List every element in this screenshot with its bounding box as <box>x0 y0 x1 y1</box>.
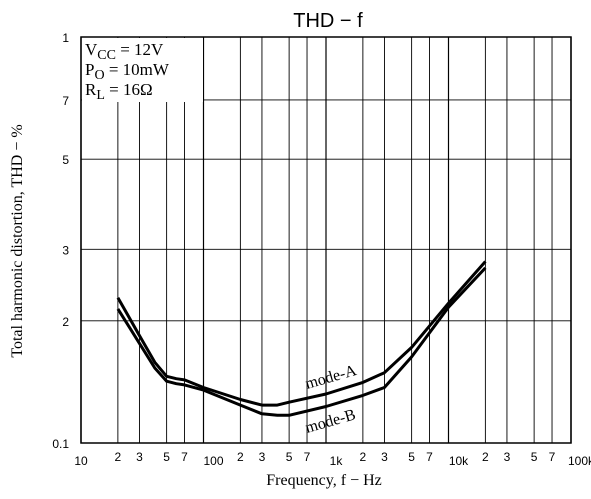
y-tick-label: 3 <box>62 243 69 257</box>
x-minor-tick-label: 3 <box>136 450 143 464</box>
plot-frame <box>80 36 572 444</box>
y-tick-label: 0.1 <box>52 437 69 451</box>
x-minor-tick-label: 5 <box>408 450 415 464</box>
x-minor-tick-label: 2 <box>237 450 244 464</box>
x-tick-label: 10 <box>74 454 88 468</box>
x-minor-tick-label: 7 <box>181 450 188 464</box>
x-minor-tick-label: 7 <box>549 450 556 464</box>
y-tick-label: 1 <box>62 31 69 45</box>
y-tick-label: 5 <box>62 153 69 167</box>
series-line-mode-b <box>116 266 487 417</box>
x-minor-tick-label: 3 <box>504 450 511 464</box>
y-axis-label: Total harmonic distortion, THD − % <box>9 124 26 357</box>
x-minor-tick-label: 2 <box>482 450 489 464</box>
series-line-mode-a <box>116 260 487 407</box>
condition-text: RL = 16Ω <box>85 80 153 103</box>
x-minor-tick-label: 7 <box>426 450 433 464</box>
chart-title: THD − f <box>293 10 363 32</box>
x-minor-tick-label: 7 <box>304 450 311 464</box>
x-minor-tick-label: 5 <box>163 450 170 464</box>
condition-text: PO = 10mW <box>85 60 170 83</box>
x-minor-tick-label: 5 <box>531 450 538 464</box>
series-layer <box>116 260 487 417</box>
x-minor-tick-label: 2 <box>115 450 122 464</box>
x-minor-tick-label: 3 <box>259 450 266 464</box>
x-minor-tick-label: 3 <box>381 450 388 464</box>
series-label-mode-a: mode-A <box>303 362 359 393</box>
x-minor-tick-label: 5 <box>286 450 293 464</box>
x-tick-label: 100 <box>203 454 223 468</box>
x-tick-label: 10k <box>449 454 469 468</box>
y-tick-label: 7 <box>62 94 69 108</box>
y-tick-label: 2 <box>62 315 69 329</box>
condition-text: VCC = 12V <box>85 40 164 63</box>
conditions-box-bg <box>82 38 203 102</box>
x-minor-tick-label: 2 <box>360 450 367 464</box>
x-tick-label: 1k <box>330 454 344 468</box>
x-axis-label: Frequency, f − Hz <box>266 472 382 489</box>
x-tick-label: 100k <box>568 454 591 468</box>
